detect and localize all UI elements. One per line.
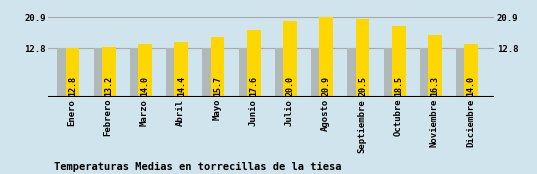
Bar <box>420 48 433 97</box>
Bar <box>57 48 71 97</box>
Bar <box>383 48 397 97</box>
Bar <box>283 21 297 97</box>
Bar <box>93 48 107 97</box>
Text: 18.5: 18.5 <box>394 76 403 96</box>
Text: 14.0: 14.0 <box>467 76 476 96</box>
Bar <box>166 48 180 97</box>
Bar <box>247 30 260 97</box>
Text: Temperaturas Medias en torrecillas de la tiesa: Temperaturas Medias en torrecillas de la… <box>54 162 341 172</box>
Bar <box>311 48 325 97</box>
Bar <box>130 48 143 97</box>
Bar <box>392 26 405 97</box>
Bar <box>465 44 478 97</box>
Text: 13.2: 13.2 <box>104 76 113 96</box>
Bar <box>211 37 224 97</box>
Bar <box>66 48 79 97</box>
Text: 12.8: 12.8 <box>68 76 77 96</box>
Bar <box>202 48 216 97</box>
Text: 20.0: 20.0 <box>286 76 294 96</box>
Text: 20.5: 20.5 <box>358 76 367 96</box>
Bar <box>102 47 116 97</box>
Text: 20.9: 20.9 <box>322 76 331 96</box>
Bar <box>175 42 188 97</box>
Bar <box>456 48 470 97</box>
Bar <box>275 48 288 97</box>
Text: 14.4: 14.4 <box>177 76 186 96</box>
Bar <box>347 48 361 97</box>
Bar <box>320 17 333 97</box>
Text: 15.7: 15.7 <box>213 76 222 96</box>
Bar <box>355 19 369 97</box>
Bar <box>238 48 252 97</box>
Text: 14.0: 14.0 <box>141 76 150 96</box>
Bar <box>428 35 442 97</box>
Text: 17.6: 17.6 <box>249 76 258 96</box>
Text: 16.3: 16.3 <box>431 76 439 96</box>
Bar <box>138 44 152 97</box>
